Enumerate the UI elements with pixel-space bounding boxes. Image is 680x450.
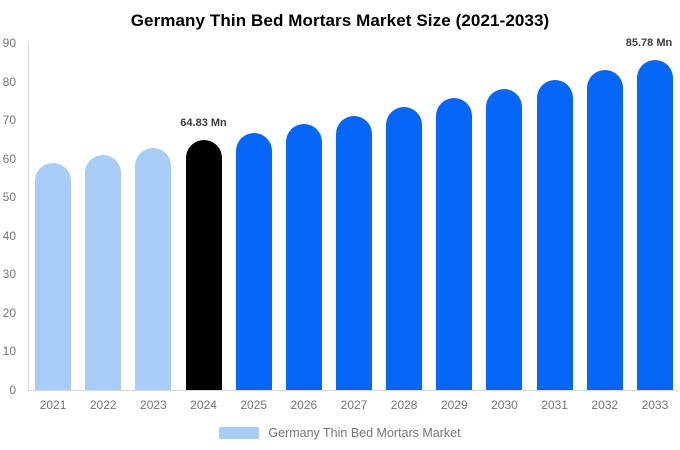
chart-title: Germany Thin Bed Mortars Market Size (20… [130, 11, 550, 30]
x-tick-label-2024: 2024 [190, 398, 217, 412]
x-tick-label-2025: 2025 [240, 398, 268, 412]
y-tick-label-20: 20 [2, 305, 16, 320]
x-tick-label-2033: 2033 [641, 398, 669, 412]
x-tick-label-2031: 2031 [541, 398, 568, 412]
x-tick-label-2030: 2030 [491, 398, 518, 412]
bar-2028[interactable] [386, 107, 423, 390]
bar-2023[interactable] [135, 148, 172, 390]
bar-2024[interactable] [185, 140, 222, 390]
y-tick-label-50: 50 [2, 190, 16, 204]
legend-swatch[interactable] [219, 427, 260, 439]
bar-2027[interactable] [336, 115, 372, 390]
legend-label[interactable]: Germany Thin Bed Mortars Market [268, 426, 461, 440]
y-tick-label-10: 10 [2, 344, 16, 358]
bar-2025[interactable] [235, 132, 272, 390]
y-tick-label-40: 40 [2, 228, 16, 243]
x-tick-label-2023: 2023 [140, 398, 167, 412]
bar-2032[interactable] [586, 69, 623, 390]
data-label-2024: 64.83 Mn [180, 117, 227, 130]
y-tick-label-80: 80 [2, 74, 16, 89]
bar-2031[interactable] [536, 79, 573, 390]
data-label-2033: 85.78 Mn [625, 36, 673, 49]
y-tick-label-30: 30 [2, 267, 16, 281]
x-tick-label-2028: 2028 [390, 398, 418, 412]
bar-2021[interactable] [35, 162, 72, 390]
bar-2033[interactable] [636, 59, 673, 390]
y-axis-line [28, 43, 29, 390]
x-tick-label-2026: 2026 [290, 398, 318, 412]
y-tick-label-60: 60 [2, 151, 16, 166]
x-tick-label-2029: 2029 [440, 398, 468, 412]
y-tick-label-0: 0 [9, 382, 16, 397]
bar-2029[interactable] [436, 98, 473, 390]
legend[interactable]: Germany Thin Bed Mortars Market [0, 426, 680, 440]
x-tick-label-2032: 2032 [591, 398, 619, 412]
x-tick-label-2022: 2022 [89, 398, 117, 412]
bar-2026[interactable] [285, 124, 322, 390]
bar-2030[interactable] [486, 89, 523, 390]
bar-2022[interactable] [85, 155, 122, 390]
y-tick-label-70: 70 [2, 113, 16, 127]
x-axis-line [28, 390, 677, 391]
x-tick-label-2021: 2021 [39, 398, 67, 412]
x-tick-label-2027: 2027 [340, 398, 368, 412]
y-tick-label-90: 90 [2, 36, 16, 50]
